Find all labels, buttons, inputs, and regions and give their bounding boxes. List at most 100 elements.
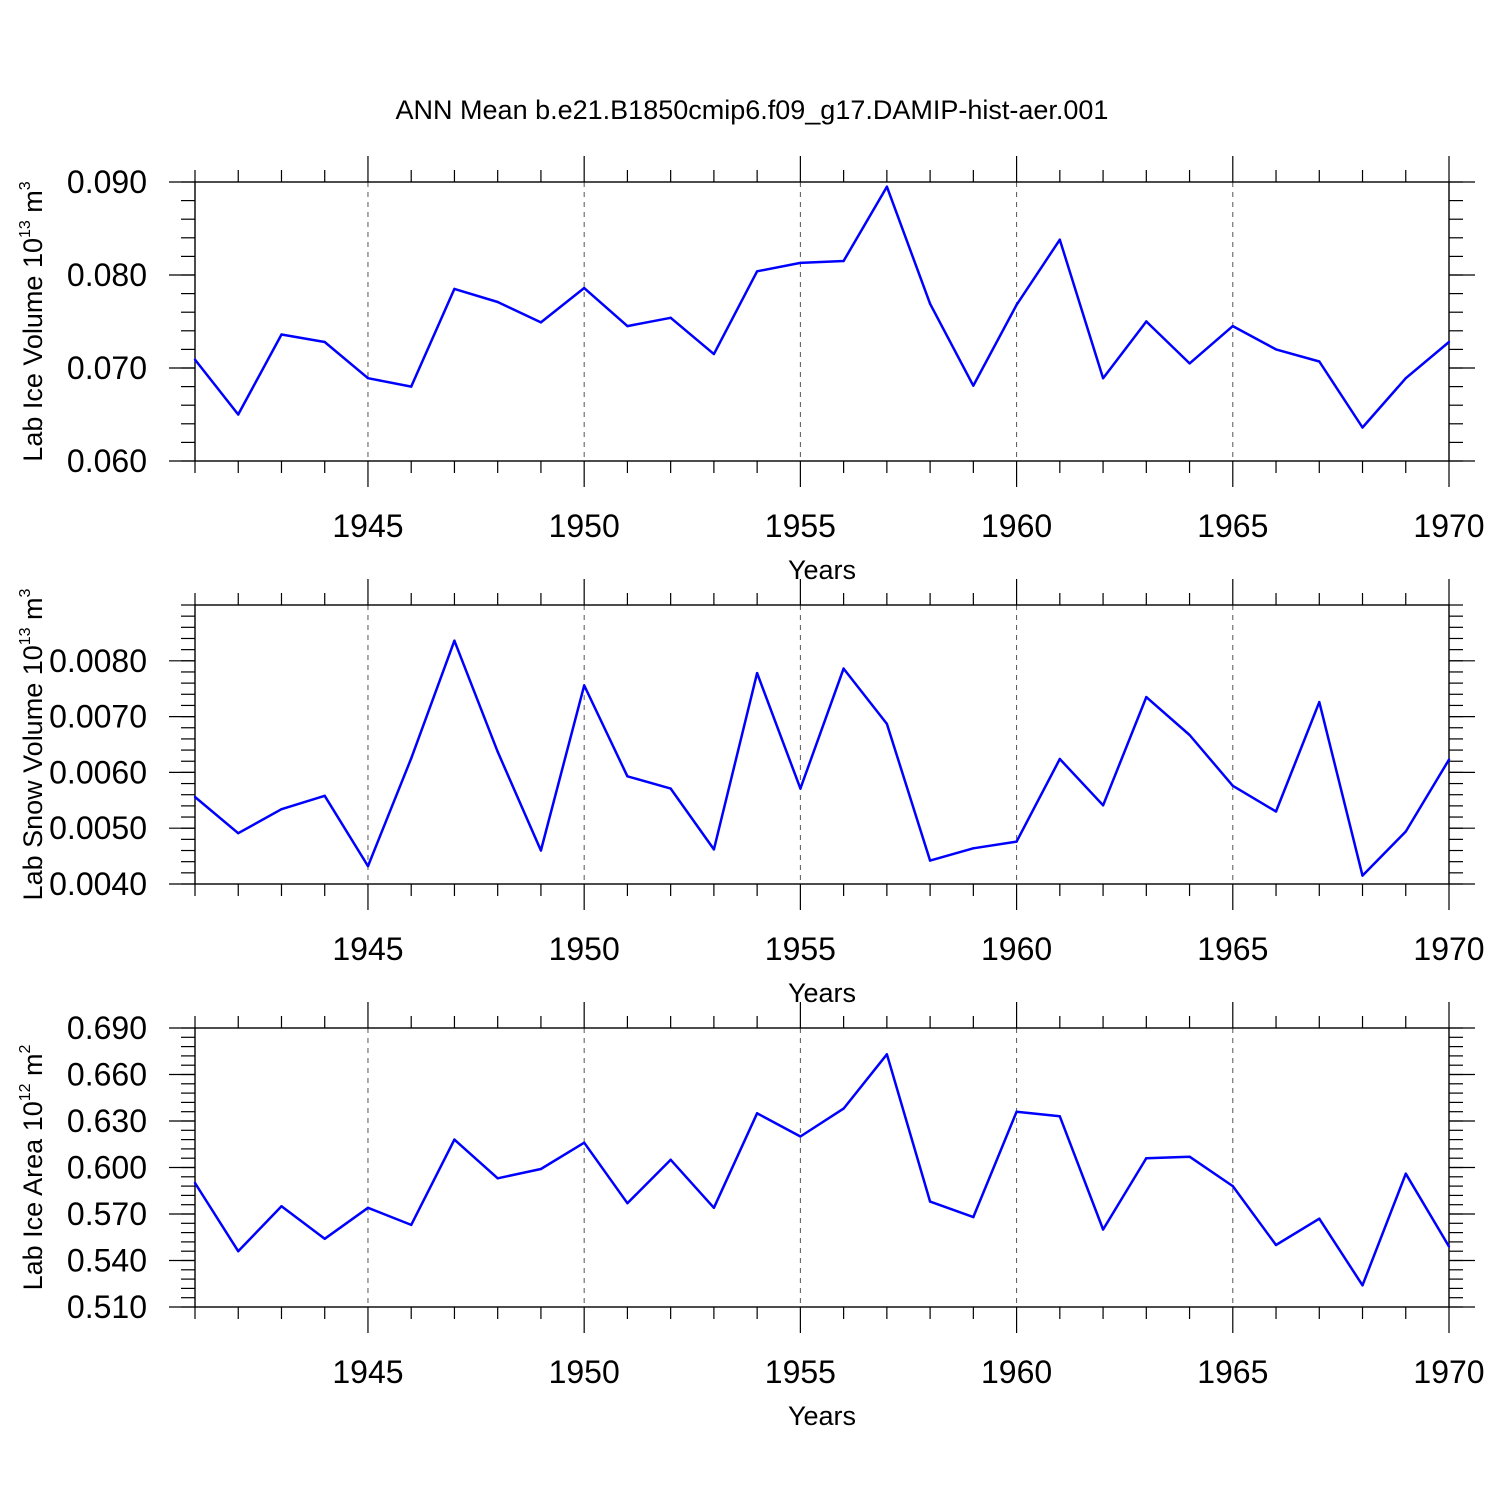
y-tick-label: 0.090: [67, 164, 147, 200]
panel-2: 0.0040 0.0050 0.0060 0.0070 0.0080 1945 1950 19…: [17, 579, 1485, 1008]
data-point: [1404, 830, 1407, 833]
data-point: [1015, 840, 1018, 843]
data-point: [842, 667, 845, 670]
y-tick-label: 0.060: [67, 443, 147, 479]
data-point: [1145, 320, 1148, 323]
data-point: [453, 639, 456, 642]
data-point: [842, 259, 845, 263]
data-point: [582, 1141, 586, 1144]
data-point: [1318, 700, 1321, 704]
data-point: [539, 1167, 543, 1171]
data-point: [799, 787, 802, 790]
x-tick-label: 1950: [549, 931, 620, 967]
data-point: [1361, 874, 1364, 877]
data-point: [1361, 1284, 1364, 1287]
data-point: [1101, 804, 1105, 807]
data-point: [366, 1206, 370, 1210]
data-point: [582, 684, 586, 687]
data-point: [885, 1053, 889, 1056]
data-point: [1101, 1228, 1105, 1231]
y-tick-label: 0.630: [67, 1103, 147, 1139]
plot-frame: [194, 181, 1450, 462]
data-point: [799, 261, 802, 265]
data-point: [1058, 1115, 1062, 1118]
panels: 0.060 0.070 0.080 0.090 1945 1950 1955 1960 1965…: [17, 156, 1485, 1431]
data-point: [712, 848, 716, 851]
x-tick-label: 1965: [1197, 1354, 1268, 1390]
data-point: [1231, 784, 1234, 787]
data-point: [280, 1205, 283, 1208]
data-point: [280, 808, 283, 811]
data-point: [410, 757, 413, 760]
data-point: [1274, 348, 1278, 351]
data-point: [410, 385, 413, 388]
data-point: [1318, 360, 1321, 363]
data-point: [1404, 377, 1407, 380]
data-point: [280, 333, 283, 336]
data-point: [1058, 238, 1062, 241]
x-tick-label: 1950: [549, 1354, 620, 1390]
data-point: [410, 1223, 413, 1227]
data-point: [972, 384, 975, 387]
data-point: [669, 316, 672, 319]
panel-3: 0.510 0.540 0.570 0.600 0.630 0.660 0.690 1945 1…: [17, 1002, 1485, 1431]
y-axis-label: Lab Snow Volume 1013 m3: [17, 588, 48, 900]
data-point: [193, 358, 197, 361]
data-point: [193, 1181, 197, 1185]
data-point: [885, 185, 889, 188]
data-point: [842, 1107, 845, 1110]
x-tick-label: 1970: [1413, 1354, 1484, 1390]
data-point: [193, 795, 197, 799]
data-point: [1015, 1110, 1018, 1113]
y-tick-label: 0.660: [67, 1057, 147, 1093]
x-tick-label: 1945: [332, 508, 403, 544]
data-point: [1188, 733, 1191, 737]
y-tick-label: 0.600: [67, 1150, 147, 1186]
data-point: [755, 270, 759, 273]
x-tick-label: 1955: [765, 508, 836, 544]
y-axis-label: Lab Ice Area 1012 m2: [17, 1044, 48, 1290]
data-point: [323, 340, 326, 344]
data-point: [453, 1138, 456, 1141]
y-tick-label: 0.0060: [49, 754, 147, 790]
data-point: [928, 859, 932, 862]
x-tick-label: 1955: [765, 931, 836, 967]
data-point: [453, 287, 456, 291]
data-point: [1318, 1217, 1321, 1220]
x-axis-label: Years: [788, 978, 856, 1008]
y-tick-label: 0.510: [67, 1289, 147, 1325]
data-point: [1188, 362, 1191, 365]
data-point: [1404, 1172, 1407, 1175]
data-point: [496, 750, 499, 753]
x-tick-label: 1965: [1197, 508, 1268, 544]
plot-frame: [194, 1027, 1450, 1308]
x-tick-label: 1970: [1413, 508, 1484, 544]
data-point: [582, 286, 586, 290]
data-point: [1188, 1155, 1191, 1158]
data-point: [669, 1158, 672, 1161]
data-point: [366, 377, 370, 380]
data-point: [755, 1112, 759, 1115]
x-tick-label: 1960: [981, 508, 1052, 544]
x-tick-label: 1960: [981, 931, 1052, 967]
y-tick-label: 0.0070: [49, 699, 147, 735]
data-point: [1101, 377, 1105, 380]
data-point: [712, 1206, 716, 1210]
data-point: [237, 1250, 240, 1253]
y-tick-label: 0.570: [67, 1196, 147, 1232]
data-point: [972, 1215, 975, 1219]
series-line: [194, 639, 1451, 877]
x-axis-label: Years: [788, 1401, 856, 1431]
x-tick-label: 1950: [549, 508, 620, 544]
data-point: [366, 864, 370, 868]
y-tick-label: 0.0040: [49, 866, 147, 902]
x-axis-label: Years: [788, 555, 856, 585]
y-axis-label: Lab Ice Volume 1013 m3: [17, 181, 48, 461]
data-point: [885, 722, 889, 726]
chart-title: ANN Mean b.e21.B1850cmip6.f09_g17.DAMIP-…: [396, 95, 1109, 125]
y-tick-label: 0.080: [67, 257, 147, 293]
data-point: [1447, 340, 1451, 344]
data-point: [539, 321, 543, 324]
data-point: [1231, 324, 1234, 328]
